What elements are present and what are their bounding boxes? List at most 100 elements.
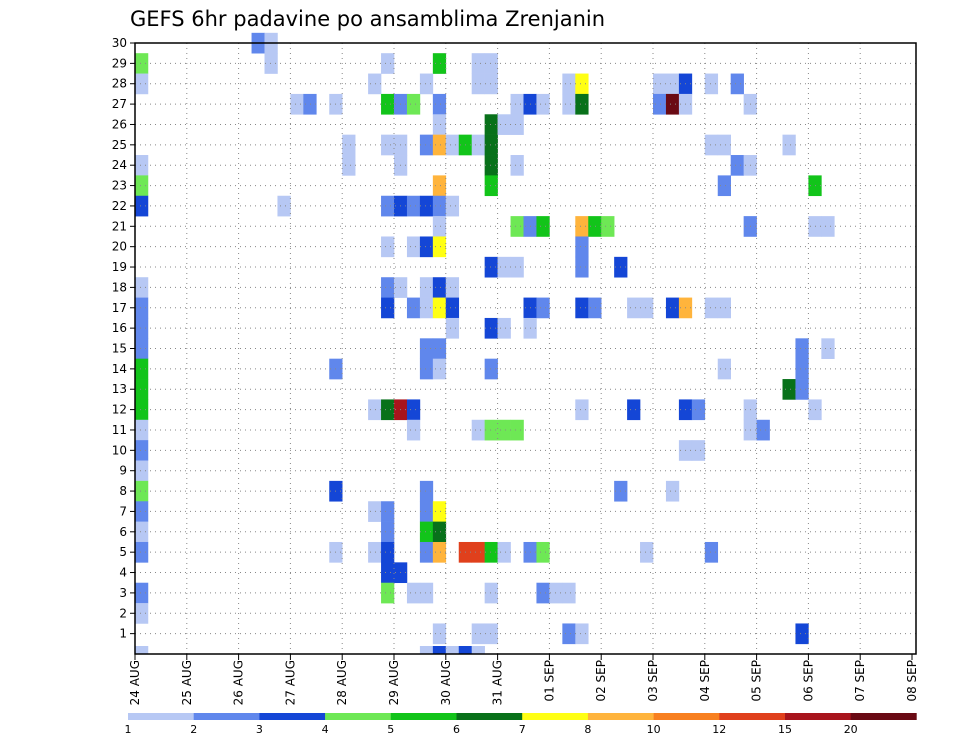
y-tick-label: 19 xyxy=(112,260,127,274)
heatmap-cell xyxy=(432,646,447,655)
heatmap-cell xyxy=(691,399,706,421)
heatmap-cell xyxy=(510,155,524,176)
heatmap-cell xyxy=(471,134,485,156)
colorbar-label: 20 xyxy=(844,723,858,736)
heatmap-cell xyxy=(432,216,447,237)
heatmap-cell xyxy=(510,256,524,278)
heatmap-cell xyxy=(484,541,498,563)
heatmap-cell xyxy=(419,646,434,655)
heatmap-cell xyxy=(575,73,589,95)
heatmap-cell xyxy=(445,134,460,156)
heatmap-cell xyxy=(445,277,460,298)
heatmap-cell xyxy=(484,317,498,339)
y-tick-label: 1 xyxy=(119,627,127,641)
heatmap-cell xyxy=(471,623,485,645)
colorbar-swatch xyxy=(850,713,917,720)
heatmap-cell xyxy=(432,521,447,543)
x-tick-label: 06 SEP xyxy=(801,660,815,702)
heatmap-cell xyxy=(665,480,680,502)
heatmap-cell xyxy=(432,134,447,156)
heatmap-cell xyxy=(432,53,447,74)
colorbar-swatch xyxy=(653,713,720,720)
heatmap-cell xyxy=(419,134,434,156)
heatmap-cell xyxy=(445,317,460,339)
y-tick-label: 20 xyxy=(112,240,127,254)
heatmap-cell xyxy=(782,379,796,400)
chart-title: GEFS 6hr padavine po ansamblima Zrenjani… xyxy=(130,7,605,31)
heatmap-cell xyxy=(510,114,524,135)
heatmap-cell xyxy=(419,358,434,380)
heatmap-cell xyxy=(536,216,550,237)
heatmap-cell xyxy=(575,236,589,258)
heatmap-cell xyxy=(381,93,395,115)
heatmap-cell xyxy=(445,195,460,217)
heatmap-cell xyxy=(135,358,149,380)
heatmap-cell xyxy=(588,216,602,237)
heatmap-cell xyxy=(135,541,149,563)
heatmap-cell xyxy=(730,73,744,95)
heatmap-cell xyxy=(497,114,511,135)
heatmap-cell xyxy=(432,236,447,258)
colorbar-label: 6 xyxy=(453,723,460,736)
y-tick-label: 13 xyxy=(112,382,127,396)
heatmap-cell xyxy=(342,155,356,176)
x-tick-label: 07 SEP xyxy=(853,660,867,702)
colorbar-label: 8 xyxy=(584,723,591,736)
heatmap-cell xyxy=(135,297,149,319)
heatmap-cell xyxy=(471,73,485,95)
heatmap-cell xyxy=(484,623,498,645)
colorbar-swatch xyxy=(259,713,326,720)
heatmap-cell xyxy=(717,297,731,319)
y-tick-label: 4 xyxy=(119,566,127,580)
y-tick-label: 27 xyxy=(112,97,127,111)
heatmap-cell xyxy=(536,541,550,563)
colorbar-swatch xyxy=(325,713,392,720)
heatmap-cell xyxy=(484,155,498,176)
heatmap-cell xyxy=(821,216,835,237)
heatmap-cell xyxy=(665,73,680,95)
y-tick-label: 26 xyxy=(112,117,127,131)
colorbar-swatch xyxy=(785,713,851,720)
heatmap-cell xyxy=(135,338,149,359)
heatmap-cell xyxy=(484,419,498,441)
x-tick-label: 25 AUG xyxy=(180,660,194,705)
heatmap-cell xyxy=(368,501,382,522)
y-tick-label: 6 xyxy=(119,525,127,539)
heatmap-cell xyxy=(717,358,731,380)
heatmap-cell xyxy=(562,623,576,645)
heatmap-cell xyxy=(406,399,421,421)
colorbar-label: 15 xyxy=(778,723,792,736)
x-tick-label: 02 SEP xyxy=(594,660,608,702)
heatmap-cell xyxy=(135,155,149,176)
heatmap-cell xyxy=(484,73,498,95)
heatmap-cell xyxy=(381,134,395,156)
heatmap-cell xyxy=(419,582,434,604)
heatmap-cell xyxy=(381,53,395,74)
colorbar-label: 10 xyxy=(647,723,661,736)
heatmap-cell xyxy=(406,236,421,258)
x-tick-label: 05 SEP xyxy=(750,660,764,702)
y-tick-label: 23 xyxy=(112,179,127,193)
heatmap-cell xyxy=(601,216,615,237)
heatmap-cell xyxy=(264,53,278,74)
heatmap-cell xyxy=(484,175,498,197)
heatmap-cell xyxy=(756,419,770,441)
heatmap-cell xyxy=(432,175,447,197)
colorbar-label: 7 xyxy=(519,723,526,736)
heatmap-cell xyxy=(419,541,434,563)
heatmap-cell xyxy=(135,399,149,421)
x-tick-label: 28 AUG xyxy=(335,660,349,705)
heatmap-cell xyxy=(135,460,149,482)
heatmap-cell xyxy=(795,623,809,645)
heatmap-cell xyxy=(821,338,835,359)
heatmap-cell xyxy=(536,93,550,115)
colorbar-label: 12 xyxy=(712,723,726,736)
heatmap-cell xyxy=(406,297,421,319)
heatmap-cell xyxy=(406,93,421,115)
y-tick-label: 11 xyxy=(112,423,127,437)
heatmap-cell xyxy=(368,73,382,95)
heatmap-cell xyxy=(730,155,744,176)
colorbar-swatch xyxy=(587,713,654,720)
heatmap-cell xyxy=(432,338,447,359)
